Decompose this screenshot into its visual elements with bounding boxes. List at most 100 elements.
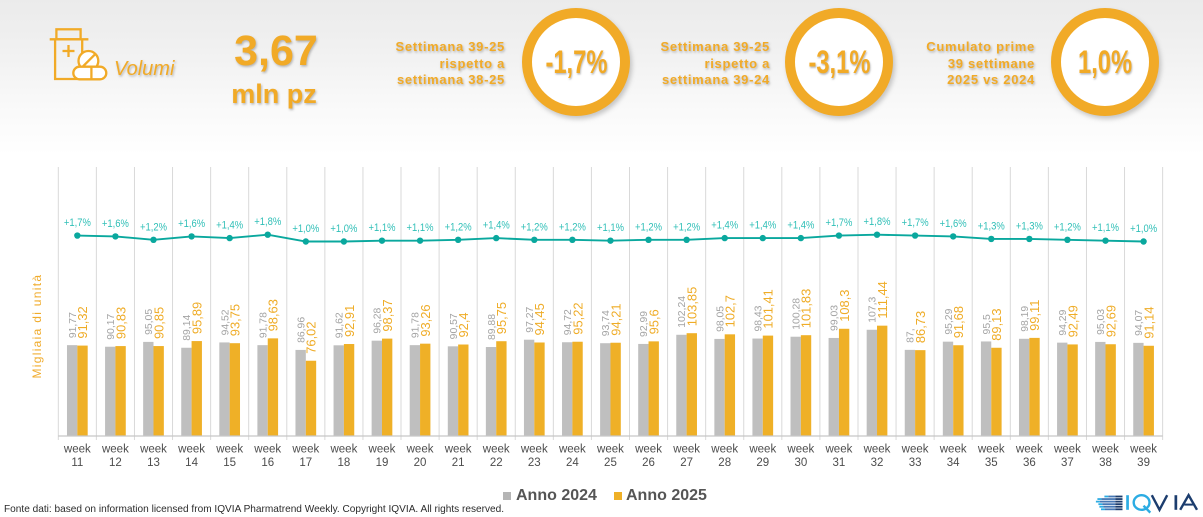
svg-text:+1,7%: +1,7% bbox=[902, 217, 929, 229]
svg-text:94,21: 94,21 bbox=[608, 303, 623, 335]
svg-text:98,37: 98,37 bbox=[380, 299, 395, 331]
svg-text:93,26: 93,26 bbox=[418, 304, 433, 336]
svg-text:99,03: 99,03 bbox=[830, 305, 841, 331]
svg-text:35: 35 bbox=[985, 457, 998, 469]
svg-text:+1,1%: +1,1% bbox=[1092, 222, 1119, 234]
svg-text:+1,4%: +1,4% bbox=[216, 220, 243, 232]
svg-text:+1,8%: +1,8% bbox=[254, 216, 281, 228]
svg-text:+1,0%: +1,0% bbox=[330, 223, 357, 235]
svg-text:week: week bbox=[901, 444, 929, 456]
svg-text:+1,0%: +1,0% bbox=[1130, 223, 1157, 235]
svg-text:18: 18 bbox=[338, 457, 351, 469]
svg-text:102,24: 102,24 bbox=[677, 296, 688, 328]
svg-text:week: week bbox=[253, 444, 281, 456]
svg-text:Migliaia di unità: Migliaia di unità bbox=[30, 274, 44, 379]
svg-text:103,85: 103,85 bbox=[684, 287, 699, 326]
svg-text:91,77: 91,77 bbox=[68, 312, 79, 338]
svg-text:+1,6%: +1,6% bbox=[178, 218, 205, 230]
svg-text:95,5: 95,5 bbox=[982, 314, 993, 334]
svg-text:98,05: 98,05 bbox=[715, 306, 726, 332]
svg-text:week: week bbox=[329, 444, 357, 456]
svg-text:25: 25 bbox=[604, 457, 617, 469]
svg-text:week: week bbox=[634, 444, 662, 456]
svg-text:+1,2%: +1,2% bbox=[1054, 221, 1081, 233]
svg-text:89,13: 89,13 bbox=[989, 308, 1004, 340]
svg-text:week: week bbox=[672, 444, 700, 456]
svg-text:86,96: 86,96 bbox=[296, 317, 307, 343]
svg-text:92,4: 92,4 bbox=[456, 312, 471, 337]
svg-text:89,88: 89,88 bbox=[487, 314, 498, 340]
svg-text:+1,2%: +1,2% bbox=[140, 221, 167, 233]
svg-text:week: week bbox=[939, 444, 967, 456]
svg-text:98,43: 98,43 bbox=[753, 305, 764, 331]
svg-text:28: 28 bbox=[718, 457, 731, 469]
svg-text:11: 11 bbox=[71, 457, 83, 469]
svg-text:108,3: 108,3 bbox=[837, 290, 852, 322]
svg-text:92,49: 92,49 bbox=[1065, 305, 1080, 337]
svg-text:week: week bbox=[596, 444, 624, 456]
svg-text:32: 32 bbox=[871, 457, 884, 469]
svg-text:39: 39 bbox=[1137, 457, 1150, 469]
svg-text:16: 16 bbox=[261, 457, 274, 469]
svg-text:34: 34 bbox=[947, 457, 960, 469]
svg-text:week: week bbox=[825, 444, 853, 456]
svg-text:+1,1%: +1,1% bbox=[597, 222, 624, 234]
svg-text:week: week bbox=[368, 444, 396, 456]
svg-text:+1,7%: +1,7% bbox=[64, 217, 91, 229]
svg-text:26: 26 bbox=[642, 457, 655, 469]
svg-text:95,89: 95,89 bbox=[189, 302, 204, 334]
svg-text:week: week bbox=[786, 444, 814, 456]
svg-text:90,83: 90,83 bbox=[113, 307, 128, 339]
svg-text:101,83: 101,83 bbox=[799, 289, 814, 328]
svg-text:+1,4%: +1,4% bbox=[711, 220, 738, 232]
svg-text:14: 14 bbox=[185, 457, 198, 469]
svg-text:week: week bbox=[444, 444, 472, 456]
svg-text:96,28: 96,28 bbox=[373, 307, 384, 333]
svg-text:12: 12 bbox=[109, 457, 122, 469]
svg-text:33: 33 bbox=[909, 457, 922, 469]
svg-text:17: 17 bbox=[299, 457, 312, 469]
svg-text:week: week bbox=[482, 444, 510, 456]
svg-text:37: 37 bbox=[1061, 457, 1074, 469]
svg-text:102,7: 102,7 bbox=[723, 295, 738, 327]
svg-text:week: week bbox=[558, 444, 586, 456]
svg-text:week: week bbox=[520, 444, 548, 456]
svg-text:+1,0%: +1,0% bbox=[292, 223, 319, 235]
svg-text:89,14: 89,14 bbox=[182, 315, 193, 341]
svg-text:111,44: 111,44 bbox=[875, 281, 890, 319]
svg-text:+1,4%: +1,4% bbox=[749, 220, 776, 232]
svg-text:+1,2%: +1,2% bbox=[635, 221, 662, 233]
svg-text:+1,4%: +1,4% bbox=[483, 220, 510, 232]
svg-text:week: week bbox=[748, 444, 776, 456]
svg-text:week: week bbox=[1015, 444, 1043, 456]
svg-text:29: 29 bbox=[756, 457, 769, 469]
svg-text:87,: 87, bbox=[906, 328, 917, 342]
svg-text:93,75: 93,75 bbox=[228, 304, 243, 336]
svg-text:91,14: 91,14 bbox=[1141, 307, 1156, 339]
svg-text:92,91: 92,91 bbox=[342, 305, 357, 337]
svg-text:90,17: 90,17 bbox=[106, 314, 117, 340]
svg-text:95,03: 95,03 bbox=[1096, 309, 1107, 335]
svg-text:99,11: 99,11 bbox=[1027, 300, 1042, 331]
svg-text:week: week bbox=[63, 444, 91, 456]
svg-text:94,29: 94,29 bbox=[1058, 309, 1069, 335]
svg-text:+1,2%: +1,2% bbox=[445, 221, 472, 233]
svg-text:30: 30 bbox=[794, 457, 807, 469]
svg-text:36: 36 bbox=[1023, 457, 1036, 469]
svg-text:15: 15 bbox=[223, 457, 236, 469]
svg-text:91,32: 91,32 bbox=[75, 306, 90, 338]
svg-text:+1,7%: +1,7% bbox=[825, 217, 852, 229]
svg-text:week: week bbox=[215, 444, 243, 456]
svg-text:97,27: 97,27 bbox=[525, 306, 536, 332]
svg-text:13: 13 bbox=[147, 457, 160, 469]
svg-text:98,19: 98,19 bbox=[1020, 306, 1031, 332]
svg-text:95,22: 95,22 bbox=[570, 302, 585, 334]
svg-text:week: week bbox=[1053, 444, 1081, 456]
svg-text:+1,2%: +1,2% bbox=[673, 221, 700, 233]
svg-text:+1,6%: +1,6% bbox=[940, 218, 967, 230]
svg-text:22: 22 bbox=[490, 457, 503, 469]
svg-text:+1,2%: +1,2% bbox=[559, 221, 586, 233]
svg-text:week: week bbox=[710, 444, 738, 456]
svg-text:week: week bbox=[977, 444, 1005, 456]
svg-text:19: 19 bbox=[376, 457, 389, 469]
